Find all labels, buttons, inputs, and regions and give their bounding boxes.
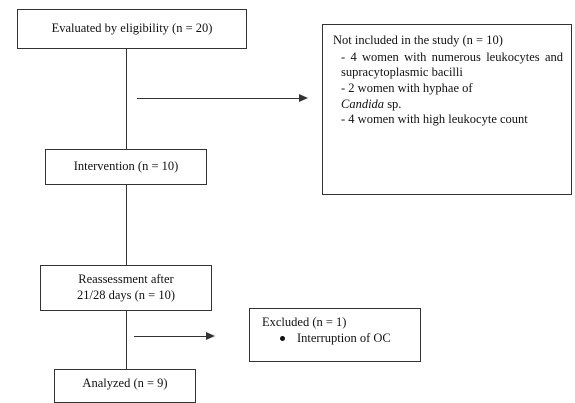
reassessment-box: Reassessment after 21/28 days (n = 10) [40, 265, 212, 311]
reassessment-line-2: 21/28 days (n = 10) [76, 288, 175, 302]
connector-intervention-reassessment [126, 185, 127, 265]
intervention-box: Intervention (n = 10) [45, 149, 207, 185]
reassessment-line-1: Reassessment after [78, 272, 174, 287]
analyzed-label: Analyzed (n = 9) [82, 376, 168, 390]
arrow-to-not-included-line [137, 98, 299, 99]
analyzed-box: Analyzed (n = 9) [54, 369, 196, 403]
arrow-to-excluded-head [206, 332, 215, 340]
arrow-to-not-included-head [299, 94, 308, 102]
bullet-icon [280, 335, 285, 341]
not-included-title: Not included in the study (n = 10) [333, 33, 503, 47]
connector-reassessment-analyzed [126, 311, 127, 369]
not-included-item-2: - 2 women with hyphae of Candida sp. [341, 81, 563, 112]
excluded-title: Excluded (n = 1) [262, 315, 347, 329]
excluded-item: Interruption of OC [280, 331, 414, 347]
not-included-item-2-text: - 2 women with hyphae of [341, 80, 473, 95]
arrow-to-excluded-line [134, 336, 206, 337]
intervention-label: Intervention (n = 10) [73, 159, 179, 174]
excluded-item-label: Interruption of OC [297, 330, 391, 345]
connector-eligibility-intervention [126, 49, 127, 149]
not-included-item-3: - 4 women with high leukocyte count [341, 112, 528, 127]
excluded-box: Excluded (n = 1) Interruption of OC [249, 308, 421, 362]
not-included-item-1: - 4 women with numerous leukocytes and s… [341, 49, 563, 80]
candida-suffix: sp. [384, 96, 402, 111]
not-included-box: Not included in the study (n = 10) - 4 w… [322, 24, 572, 195]
eligibility-label: Evaluated by eligibility (n = 20) [51, 21, 213, 36]
not-included-list: - 4 women with numerous leukocytes and s… [333, 50, 563, 128]
eligibility-box: Evaluated by eligibility (n = 20) [17, 9, 247, 49]
candida-italic: Candida [341, 96, 385, 111]
